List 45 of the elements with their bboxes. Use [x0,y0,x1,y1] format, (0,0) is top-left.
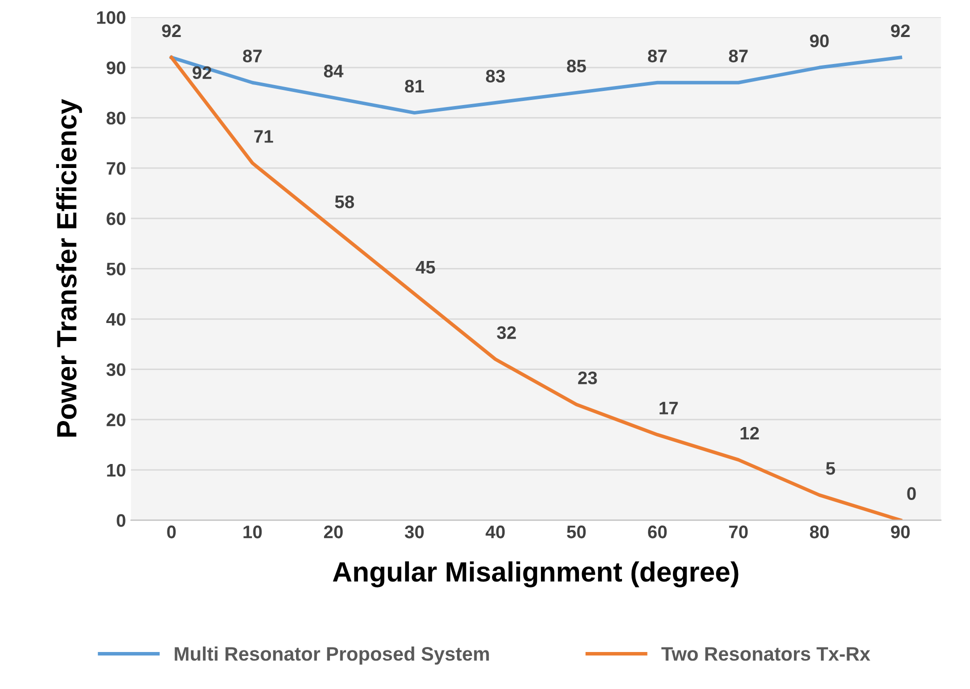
data-label: 92 [162,24,181,38]
x-axis-title: Angular Misalignment (degree) [332,561,738,588]
data-label: 90 [810,34,829,48]
y-tick-label: 0 [116,514,126,527]
x-tick-label: 40 [486,526,505,538]
data-label: 81 [404,80,424,93]
data-label: 85 [566,60,586,72]
data-label: 0 [907,487,916,500]
data-label: 17 [660,402,678,414]
x-tick-label: 10 [244,526,262,538]
x-tick-label: 30 [404,526,424,538]
y-tick-label: 50 [106,262,126,276]
data-label: 23 [578,371,597,384]
data-label: 84 [324,64,344,78]
data-label: 83 [486,70,505,83]
data-label: 5 [826,462,836,475]
data-label: 92 [890,24,910,38]
y-axis-title: Power Transfer Efficiency [56,99,82,437]
y-tick-label: 80 [106,112,126,125]
x-tick-label: 80 [810,526,829,538]
y-tick-label: 10 [107,464,126,477]
legend-label: Multi Resonator Proposed System [174,646,489,665]
data-label: 32 [496,326,516,340]
data-label: 12 [740,426,759,440]
y-tick-label: 40 [106,312,126,326]
data-label: 58 [335,195,354,208]
y-tick-label: 60 [106,212,126,226]
data-label: 87 [648,50,667,62]
y-tick-label: 20 [106,414,126,426]
data-label: 71 [254,130,274,143]
data-label: 87 [728,50,748,62]
data-label: 87 [242,50,262,62]
x-tick-label: 90 [890,526,910,538]
data-label: 45 [416,261,436,274]
x-tick-label: 20 [324,526,343,538]
x-tick-label: 50 [566,526,586,538]
y-tick-label: 70 [106,162,126,175]
y-tick-label: 30 [106,363,126,376]
x-tick-label: 0 [167,526,176,538]
x-tick-label: 70 [729,526,748,538]
data-label: 92 [192,66,212,80]
legend-label: Two Resonators Tx-Rx [661,647,870,661]
y-tick-label: 100 [97,11,126,24]
y-tick-label: 90 [106,61,126,74]
x-tick-label: 60 [648,526,667,538]
